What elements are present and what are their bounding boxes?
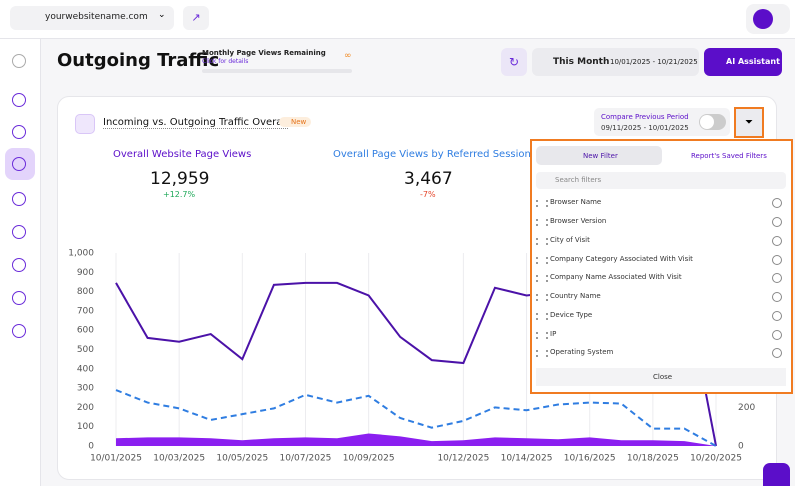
nav-icon[interactable] <box>12 258 26 272</box>
chevron: ⌄ <box>158 10 166 20</box>
close-button[interactable]: Close <box>653 373 673 381</box>
stat-value: 12,959 <box>150 169 210 189</box>
nav-icon[interactable] <box>12 291 26 305</box>
filter-item[interactable]: Company Name Associated With Visit <box>536 273 786 285</box>
compare-label: Compare Previous Period <box>601 113 689 121</box>
y-tick-label: 400 <box>77 364 94 374</box>
x-tick-label: 10/07/2025 <box>280 454 332 464</box>
search-placeholder[interactable]: Search filters <box>555 176 602 184</box>
quota-link[interactable]: Click for details <box>202 58 249 65</box>
ai-assistant-button[interactable] <box>704 48 782 76</box>
compare-range: 09/11/2025 - 10/01/2025 <box>601 124 689 132</box>
stat-change: -7% <box>420 190 436 199</box>
site-name[interactable]: yourwebsitename.com <box>45 12 148 22</box>
x-tick-label: 10/18/2025 <box>627 454 679 464</box>
period[interactable]: This Month <box>553 57 610 67</box>
nav-icon[interactable] <box>12 93 26 107</box>
y-tick-label: 100 <box>77 422 94 432</box>
quota-bar <box>202 69 352 73</box>
card-icon <box>75 114 95 134</box>
x-tick-label: 10/03/2025 <box>153 454 205 464</box>
y-tick-label: 600 <box>77 326 94 336</box>
new-badge: New <box>279 117 312 127</box>
card-title: Incoming vs. Outgoing Traffic Overall <box>103 117 288 129</box>
ai-assistant-label[interactable]: AI Assistant <box>726 57 780 66</box>
nav-icon[interactable] <box>12 54 26 68</box>
y-tick-label: 1,000 <box>68 249 94 259</box>
x-tick-label: 10/05/2025 <box>216 454 268 464</box>
quota-title: Monthly Page Views Remaining <box>202 49 326 57</box>
filter-item[interactable]: Device Type <box>536 311 786 323</box>
filter-item[interactable]: Country Name <box>536 292 786 304</box>
y-tick-label: 800 <box>77 287 94 297</box>
y2-tick-label: 0 <box>738 442 744 452</box>
nav-icon[interactable] <box>12 125 26 139</box>
filter-tab-active[interactable] <box>536 146 662 165</box>
stat-value: 3,467 <box>404 169 453 189</box>
y-tick-label: 900 <box>77 268 94 278</box>
quota-value: ∞ <box>344 51 352 61</box>
x-tick-label: 10/01/2025 <box>90 454 142 464</box>
filter-item[interactable]: IP <box>536 330 786 342</box>
x-tick-label: 10/16/2025 <box>564 454 616 464</box>
x-tick-label: 10/09/2025 <box>343 454 395 464</box>
x-tick-label: 10/12/2025 <box>437 454 489 464</box>
chat-button[interactable] <box>763 463 790 486</box>
filter-item[interactable]: Browser Name <box>536 198 786 210</box>
refresh-button[interactable]: ↻ <box>501 48 527 76</box>
nav-icon[interactable] <box>12 157 26 171</box>
nav-icon[interactable] <box>12 192 26 206</box>
y-tick-label: 0 <box>88 442 94 452</box>
y2-tick-label: 200 <box>738 403 755 413</box>
page-title: Outgoing Traffic <box>57 50 220 71</box>
close-bar[interactable] <box>536 368 786 386</box>
compare-toggle[interactable] <box>699 114 726 130</box>
x-tick-label: 10/14/2025 <box>501 454 553 464</box>
stat-change: +12.7% <box>163 190 196 199</box>
filter-item[interactable]: Browser Version <box>536 217 786 229</box>
stat-title: Overall Website Page Views <box>113 149 252 160</box>
filter-item[interactable]: Operating System <box>536 348 786 360</box>
filter-item[interactable]: Company Category Associated With Visit <box>536 255 786 267</box>
filter-button[interactable]: ⏷ <box>734 107 764 138</box>
y-tick-label: 500 <box>77 345 94 355</box>
filter-tab[interactable]: Report's Saved Filters <box>691 152 767 160</box>
site-selector[interactable] <box>10 6 174 30</box>
search-box[interactable] <box>536 172 786 189</box>
line <box>115 389 717 447</box>
nav-icon[interactable] <box>12 324 26 338</box>
stat-title: Overall Page Views by Referred Sessions <box>333 149 537 160</box>
y-tick-label: 700 <box>77 306 94 316</box>
x-tick-label: 10/20/2025 <box>690 454 742 464</box>
nav-icon[interactable] <box>12 225 26 239</box>
date-picker[interactable] <box>532 48 699 76</box>
filter-tab[interactable]: New Filter <box>583 152 618 160</box>
y-tick-label: 300 <box>77 384 94 394</box>
date-range[interactable]: 10/01/2025 - 10/21/2025 <box>610 58 698 66</box>
y-tick-label: 200 <box>77 403 94 413</box>
open-site-button[interactable]: ↗ <box>183 6 209 30</box>
area <box>116 433 717 446</box>
avatar <box>753 9 773 29</box>
filter-item[interactable]: City of Visit <box>536 236 786 248</box>
